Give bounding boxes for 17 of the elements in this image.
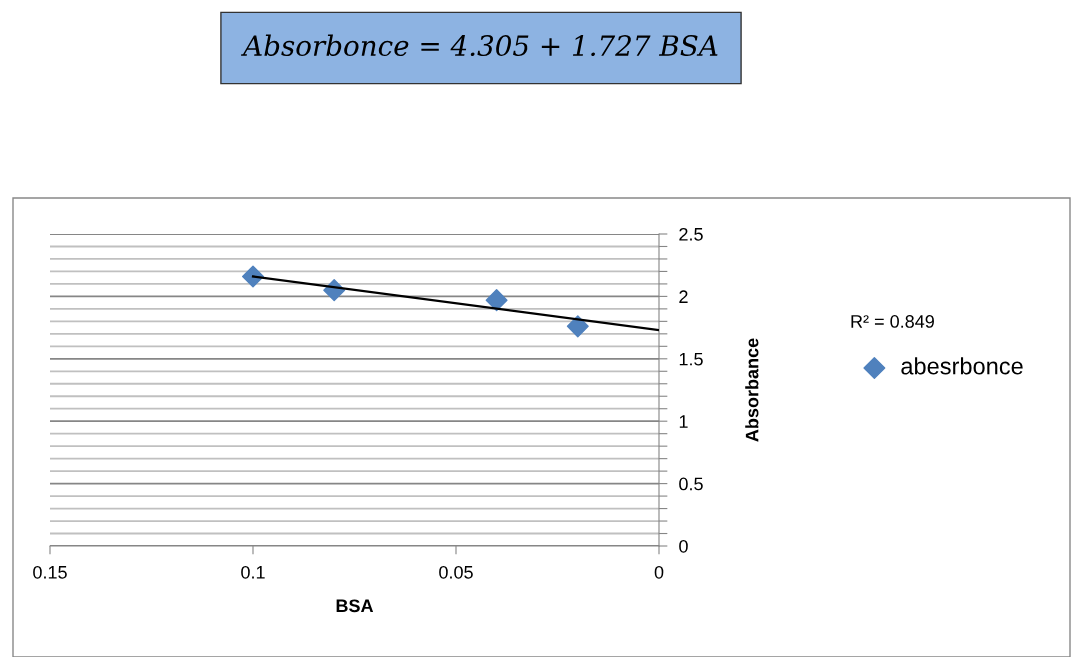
point [485, 289, 508, 312]
x-tick-label: 0.1 [241, 565, 265, 579]
x-tick-label: 0.15 [33, 565, 67, 579]
y-tick-label: 1 [679, 415, 688, 428]
y-axis-title: Absorbance [745, 338, 759, 442]
x-tick-label: 0 [654, 565, 664, 579]
x-tick-label: 0.05 [439, 565, 473, 579]
y-tick-label: 1.5 [679, 352, 703, 366]
text: R² = 0.849 [851, 315, 934, 328]
y-tick-label: 2.5 [679, 227, 703, 241]
y-tick-label: 0 [679, 539, 688, 553]
chart-title: Absorbonce = 4.305 + 1.727 BSA [241, 34, 718, 57]
point [566, 315, 589, 338]
y-tick-label: 2 [679, 290, 688, 303]
legend-label: abesrbonce [901, 357, 1023, 375]
y-tick-label: 0.5 [679, 477, 703, 491]
x-axis-title: BSA [336, 599, 374, 613]
